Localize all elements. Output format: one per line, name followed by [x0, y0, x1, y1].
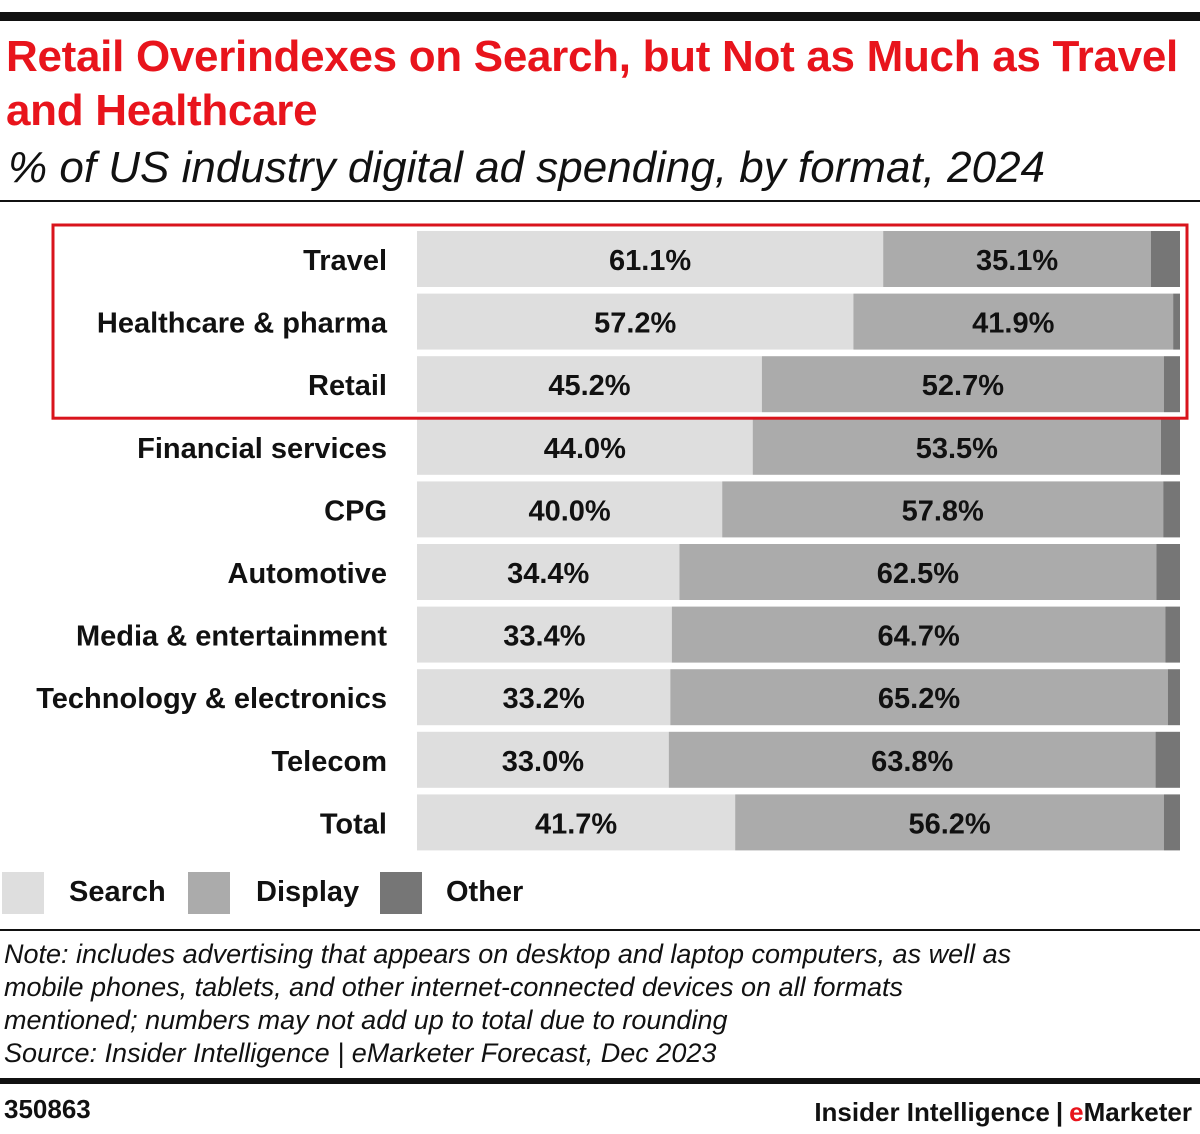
legend-swatch-display — [188, 872, 230, 914]
legend-label-display: Display — [256, 876, 360, 908]
data-label-display-financial-services: 53.5% — [916, 433, 998, 465]
legend-swatch-search — [2, 872, 44, 914]
data-label-search-total: 41.7% — [535, 808, 617, 840]
chart-id: 350863 — [4, 1094, 91, 1124]
legend-label-other: Other — [446, 876, 524, 908]
legend-label-search: Search — [69, 876, 166, 908]
category-label-media-and-entertainment: Media & entertainment — [76, 621, 387, 653]
bar-search-automotive — [417, 544, 680, 600]
bar-other-technology-and-electronics — [1167, 669, 1180, 726]
highlight-box — [51, 223, 1189, 420]
data-label-display-media-and-entertainment: 64.7% — [878, 621, 960, 653]
data-label-display-travel: 35.1% — [976, 245, 1058, 277]
bar-other-healthcare-and-pharma — [1173, 293, 1180, 350]
data-label-display-total: 56.2% — [908, 808, 990, 840]
header-divider — [0, 200, 1200, 202]
brand-marketer: Marketer — [1083, 1097, 1192, 1127]
data-label-search-automotive: 34.4% — [507, 558, 589, 590]
brand-e: e — [1069, 1097, 1084, 1127]
data-label-search-retail: 45.2% — [548, 370, 630, 402]
category-label-telecom: Telecom — [271, 746, 387, 778]
footnote: Note: includes advertising that appears … — [4, 938, 1194, 1070]
data-label-search-healthcare-and-pharma: 57.2% — [594, 308, 676, 340]
bar-display-total — [735, 794, 1164, 851]
category-label-financial-services: Financial services — [137, 433, 387, 465]
bar-other-travel — [1151, 231, 1180, 287]
bar-other-automotive — [1156, 544, 1180, 600]
chart-subtitle: % of US industry digital ad spending, by… — [8, 143, 1046, 192]
bar-other-financial-services — [1160, 418, 1180, 475]
bar-search-telecom — [417, 731, 669, 788]
category-label-cpg: CPG — [324, 495, 387, 527]
stacked-bar-chart: Travel 61.1% 35.1% Healthcare & pharma 57.2%… — [36, 223, 1189, 851]
data-label-search-cpg: 40.0% — [528, 495, 610, 527]
bar-display-media-and-entertainment — [671, 606, 1166, 663]
bar-display-technology-and-electronics — [670, 669, 1168, 726]
bottom-rule — [0, 1078, 1200, 1084]
data-label-display-telecom: 63.8% — [871, 746, 953, 778]
note-line: Note: includes advertising that appears … — [4, 939, 1012, 969]
source-line: Source: Insider Intelligence | eMarketer… — [4, 1038, 717, 1068]
data-label-search-travel: 61.1% — [609, 245, 691, 277]
brand-separator: | — [1055, 1097, 1064, 1127]
bar-other-total — [1163, 794, 1180, 851]
bar-display-automotive — [679, 544, 1157, 600]
bar-display-travel — [883, 231, 1152, 287]
brand-insider-intelligence: Insider Intelligence — [814, 1097, 1050, 1127]
bar-other-cpg — [1163, 481, 1180, 538]
data-label-search-financial-services: 44.0% — [544, 433, 626, 465]
data-label-display-technology-and-electronics: 65.2% — [878, 683, 960, 715]
note-divider — [0, 929, 1200, 931]
data-label-search-telecom: 33.0% — [502, 746, 584, 778]
data-label-display-healthcare-and-pharma: 41.9% — [972, 308, 1054, 340]
legend-swatch-other — [380, 872, 422, 914]
bar-display-financial-services — [752, 418, 1161, 475]
bar-search-cpg — [417, 481, 723, 538]
brand-logo: Insider Intelligence | eMarketer — [814, 1097, 1192, 1128]
category-label-retail: Retail — [308, 370, 387, 402]
note-line: mobile phones, tablets, and other intern… — [4, 972, 904, 1002]
note-line: mentioned; numbers may not add up to tot… — [4, 1005, 728, 1035]
bar-search-media-and-entertainment — [417, 606, 672, 663]
bar-search-retail — [417, 356, 762, 413]
bar-other-retail — [1163, 356, 1180, 413]
chart-title: Retail Overindexes on Search, but Not as… — [6, 32, 1178, 135]
bar-display-cpg — [722, 481, 1164, 538]
bar-search-technology-and-electronics — [417, 669, 671, 726]
bar-display-telecom — [668, 731, 1156, 788]
legend: Search Display Other — [0, 872, 800, 916]
bar-display-retail — [761, 356, 1164, 413]
bar-other-media-and-entertainment — [1165, 606, 1180, 663]
data-label-display-automotive: 62.5% — [877, 558, 959, 590]
data-label-search-technology-and-electronics: 33.2% — [503, 683, 585, 715]
top-rule — [0, 12, 1200, 21]
category-label-healthcare-and-pharma: Healthcare & pharma — [97, 308, 388, 340]
data-label-search-media-and-entertainment: 33.4% — [503, 621, 585, 653]
data-label-display-retail: 52.7% — [922, 370, 1004, 402]
data-label-display-cpg: 57.8% — [902, 495, 984, 527]
bar-search-travel — [417, 231, 884, 287]
bar-display-healthcare-and-pharma — [853, 293, 1174, 350]
category-label-travel: Travel — [303, 245, 387, 277]
bar-other-telecom — [1155, 731, 1180, 788]
category-label-total: Total — [320, 808, 387, 840]
bar-search-total — [417, 794, 736, 851]
bar-search-financial-services — [417, 418, 753, 475]
category-label-technology-and-electronics: Technology & electronics — [36, 683, 387, 715]
category-label-automotive: Automotive — [228, 558, 388, 590]
bar-search-healthcare-and-pharma — [417, 293, 854, 350]
